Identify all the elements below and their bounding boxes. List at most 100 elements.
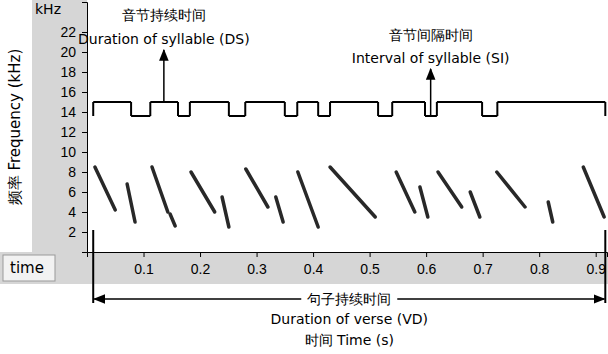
annotation-text: Duration of syllable (DS)	[78, 31, 250, 47]
syllable-boundary	[436, 102, 438, 116]
syllable-trace	[127, 184, 135, 222]
y-axis-title: 频率 Frequency (kHz)	[6, 49, 24, 206]
x-tick-label: 0.8	[530, 261, 550, 277]
verse-boundary	[92, 230, 94, 303]
chart: 2 4 6 8 10 12 14 16 18 20 22 kHz 频率 Frequency (kHz) 0…	[0, 0, 608, 354]
x-tick-mark	[144, 252, 145, 257]
x-tick-mark	[200, 252, 201, 257]
syllable-segment	[93, 101, 131, 103]
syllable-trace	[438, 172, 462, 207]
y-tick-label: 2	[68, 224, 76, 240]
verse-label: Duration of verse (VD)	[271, 311, 429, 327]
y-tick-mark	[82, 232, 87, 233]
y-tick-mark	[82, 212, 87, 213]
y-tick-label: 8	[68, 164, 76, 180]
x-tick-label: 0.5	[360, 261, 380, 277]
y-tick-mark	[82, 192, 87, 193]
x-tick: 0.1	[134, 252, 154, 277]
syllable-trace	[396, 172, 415, 212]
syllable-trace	[497, 172, 525, 207]
y-tick-label: 22	[60, 24, 76, 40]
syllable-segment	[497, 101, 605, 103]
syllable-boundary	[177, 102, 179, 116]
syllable-boundary	[496, 102, 498, 116]
syllable-boundary	[284, 102, 286, 116]
plot-area	[93, 102, 605, 227]
x-tick-label: 0.7	[473, 261, 493, 277]
y-tick-mark	[82, 112, 87, 113]
y-tick-label: 12	[60, 124, 76, 140]
verse-title: 句子持续时间	[307, 291, 391, 307]
x-tick: 0.3	[247, 252, 267, 277]
syllable-segment	[285, 115, 297, 117]
annotation-text: Interval of syllable (SI)	[352, 50, 510, 66]
syllable-segment	[318, 115, 330, 117]
syllable-boundary	[130, 102, 132, 116]
syllable-segment	[330, 101, 378, 103]
syllable-trace	[170, 214, 175, 226]
syllable-trace	[152, 167, 168, 212]
x-tick: 0.7	[473, 252, 493, 277]
y-tick-mark	[82, 92, 87, 93]
y-tick-label: 20	[60, 44, 76, 60]
y-tick-label: 18	[60, 64, 76, 80]
y-unit: kHz	[35, 1, 61, 17]
y-tick-label: 16	[60, 84, 76, 100]
annotation-arrow	[430, 69, 432, 116]
x-tick-label: 0.2	[191, 261, 211, 277]
annotation-text: 音节间隔时间	[389, 27, 473, 43]
time-label-box	[3, 255, 55, 281]
y-tick-mark	[82, 172, 87, 173]
syllable-trace	[470, 192, 480, 217]
y-tick: 10	[60, 144, 87, 160]
verse-title-bg	[301, 290, 397, 308]
syllable-trace	[276, 197, 283, 222]
x-tick: 0.4	[304, 252, 324, 277]
x-tick-label: 0.9	[586, 261, 606, 277]
syllable-boundary	[424, 102, 426, 116]
syllable-segment	[190, 101, 229, 103]
x-tick-mark	[483, 252, 484, 257]
syllable-segment	[131, 115, 150, 117]
y-tick-label: 4	[68, 204, 76, 220]
syllable-boundary	[604, 102, 606, 116]
y-tick-mark	[82, 72, 87, 73]
syllable-trace	[583, 167, 604, 217]
syllable-boundary	[481, 102, 483, 116]
annotation-arrow	[163, 50, 165, 102]
x-tick-mark	[257, 252, 258, 257]
syllable-segment	[437, 101, 482, 103]
y-tick-mark	[82, 152, 87, 153]
y-tick: 2	[68, 224, 87, 240]
syllable-boundary	[391, 102, 393, 116]
syllable-segment	[482, 115, 497, 117]
x-tick: 0.6	[417, 252, 437, 277]
syllable-trace	[548, 202, 553, 222]
x-tick: 0.8	[530, 252, 550, 277]
x-axis-line	[88, 253, 608, 258]
y-tick: 12	[60, 124, 87, 140]
x-tick: 0.2	[191, 252, 211, 277]
y-tick-mark	[82, 52, 87, 53]
y-tick-label: 6	[68, 184, 76, 200]
time-bar	[0, 252, 608, 284]
x-tick-mark	[370, 252, 371, 257]
syllable-trace	[246, 169, 268, 207]
y-tick: 6	[68, 184, 87, 200]
y-tick: 18	[60, 64, 87, 80]
x-axis-title: 时间 Time (s)	[305, 332, 394, 348]
annotation-text: 音节持续时间	[122, 7, 206, 23]
syllable-boundary	[228, 102, 230, 116]
x-tick-label: 0.6	[417, 261, 437, 277]
syllable-trace	[191, 172, 215, 212]
syllable-segment	[178, 115, 190, 117]
syllable-segment	[392, 101, 425, 103]
syllable-segment	[297, 101, 318, 103]
x-tick-mark	[313, 252, 314, 257]
syllable-trace	[95, 167, 115, 210]
x-tick-mark	[539, 252, 540, 257]
syllable-boundary	[244, 102, 246, 116]
x-axis-name: time	[10, 259, 44, 277]
y-tick: 8	[68, 164, 87, 180]
y-tick-label: 14	[60, 104, 76, 120]
